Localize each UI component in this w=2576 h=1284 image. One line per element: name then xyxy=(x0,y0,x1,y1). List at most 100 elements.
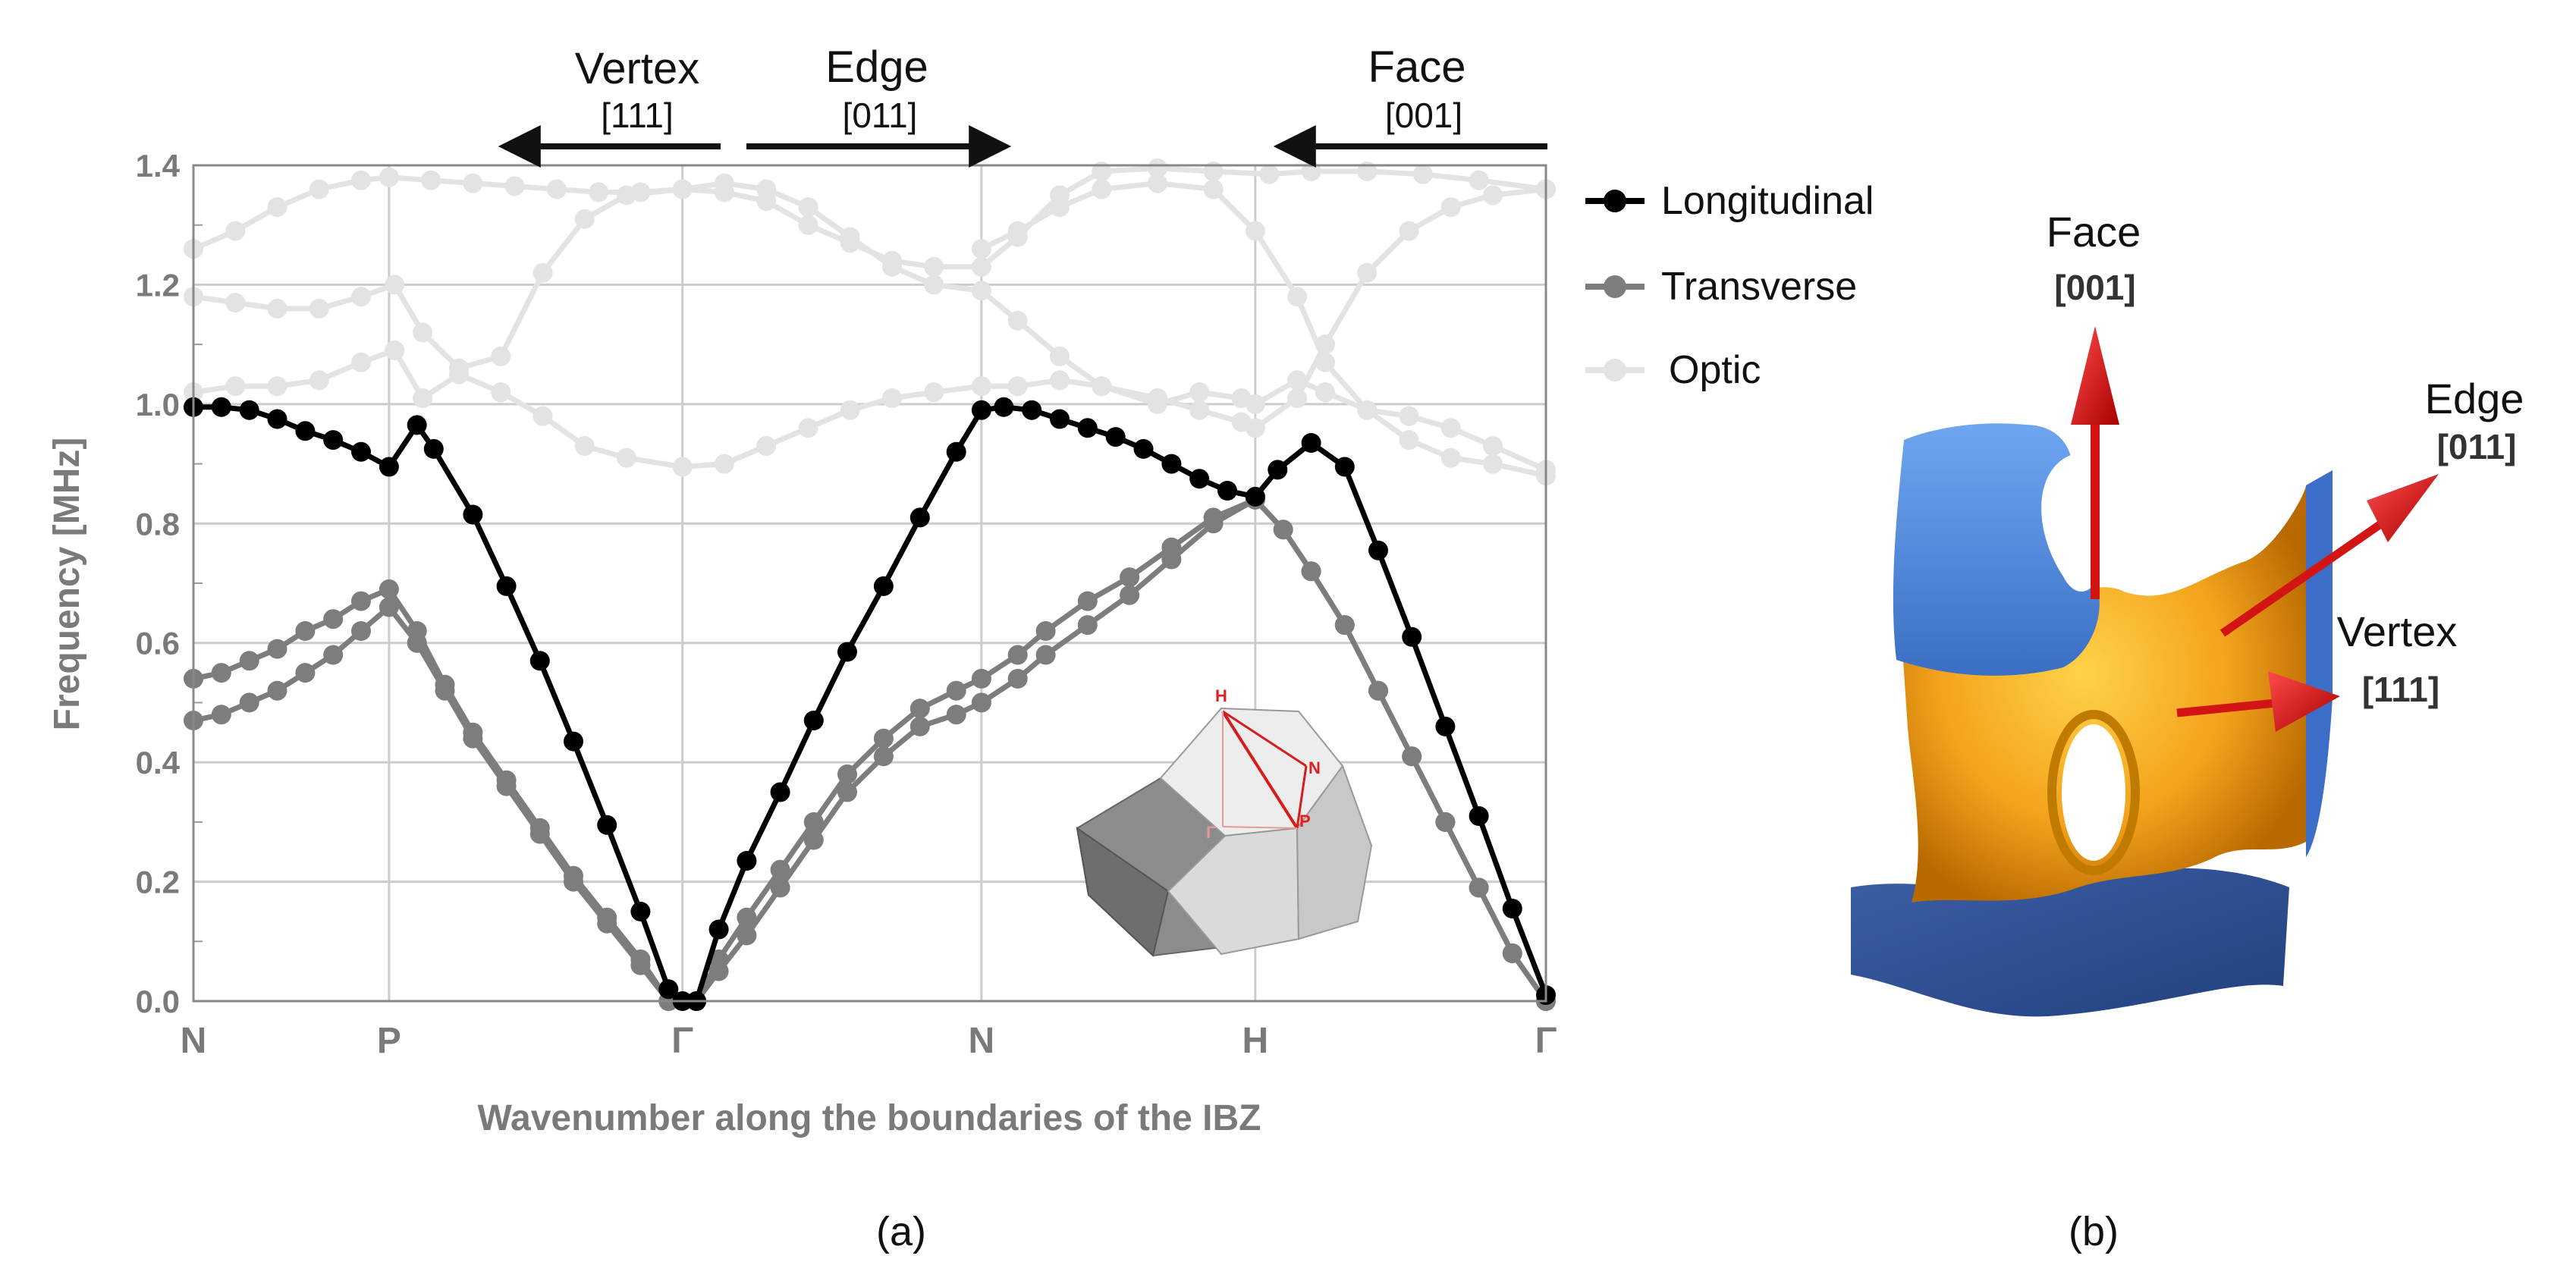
data-point-optic xyxy=(1245,221,1265,241)
data-point-optic xyxy=(413,388,433,408)
b-face-miller: [001] xyxy=(2054,268,2135,307)
data-point-optic xyxy=(1469,170,1489,190)
brillouin-zone-inset: H N P Γ xyxy=(1076,686,1373,957)
legend-label-transverse: Transverse xyxy=(1661,265,1857,309)
data-point-optic xyxy=(714,173,734,193)
data-point-optic xyxy=(714,454,734,474)
x-axis-title: Wavenumber along the boundaries of the I… xyxy=(478,1098,1261,1138)
series-longitudinal xyxy=(184,397,1556,1011)
data-point-longitudinal xyxy=(423,438,444,459)
data-point-transverse xyxy=(737,925,757,946)
data-point-transverse xyxy=(1203,507,1224,528)
data-point-optic xyxy=(840,227,860,247)
data-point-optic xyxy=(1357,262,1378,283)
plot-frame xyxy=(192,164,1547,1003)
data-point-optic xyxy=(1092,376,1112,397)
panel-label-a: (a) xyxy=(876,1209,926,1254)
unit-cell-illustration: Face [001] Edge [011] Vertex [111] (b) xyxy=(1851,208,2524,1254)
cell-top-hole xyxy=(2041,455,2103,592)
data-point-transverse xyxy=(803,812,824,832)
data-point-optic xyxy=(1007,310,1028,331)
data-point-optic xyxy=(1189,400,1210,420)
vertex-arrow xyxy=(2176,671,2340,732)
legend-marker-optic xyxy=(1604,359,1626,381)
data-point-longitudinal xyxy=(1050,409,1070,429)
data-point-transverse xyxy=(1469,877,1489,898)
data-point-longitudinal xyxy=(597,815,617,835)
data-point-longitudinal xyxy=(946,441,966,462)
direction-face-label: Face xyxy=(1368,42,1466,92)
edge-arrow-head xyxy=(2367,474,2439,542)
data-point-optic xyxy=(798,215,818,235)
data-point-optic xyxy=(1399,221,1419,241)
data-point-transverse xyxy=(630,949,651,969)
data-point-longitudinal xyxy=(1502,899,1522,918)
data-point-optic xyxy=(309,298,329,319)
data-point-optic xyxy=(1412,164,1433,184)
data-point-optic xyxy=(267,298,287,319)
data-point-transverse xyxy=(1007,645,1028,665)
data-point-transverse xyxy=(564,865,583,886)
b-vertex-miller: [111] xyxy=(2362,670,2439,709)
legend-item-optic: Optic xyxy=(1585,348,1761,392)
legend-marker-transverse xyxy=(1604,275,1626,298)
data-point-optic xyxy=(1050,197,1070,218)
data-point-transverse xyxy=(971,668,991,689)
axes xyxy=(192,164,1547,1003)
b-face-label: Face xyxy=(2047,208,2141,256)
data-point-longitudinal xyxy=(1189,469,1210,489)
direction-vertex: Vertex [111] xyxy=(498,44,721,168)
data-point-optic xyxy=(971,281,991,301)
cell-hole-shadow xyxy=(2047,710,2140,875)
data-point-optic xyxy=(1287,287,1308,307)
data-point-transverse xyxy=(770,877,790,898)
data-point-longitudinal xyxy=(1077,418,1098,438)
data-point-optic xyxy=(589,182,609,202)
data-point-optic xyxy=(351,352,371,372)
data-point-optic xyxy=(546,179,567,199)
direction-vertex-label: Vertex xyxy=(575,44,699,93)
data-point-transverse xyxy=(1334,615,1355,636)
data-point-longitudinal xyxy=(658,979,679,1000)
data-point-transverse xyxy=(909,699,930,719)
data-point-transverse xyxy=(1035,645,1056,665)
bz-path-np xyxy=(1296,765,1308,829)
data-point-optic xyxy=(1050,346,1070,366)
data-point-optic xyxy=(1287,388,1308,408)
y-tick-labels: 0.0 0.2 0.4 0.6 0.8 1.0 1.2 1.4 xyxy=(136,148,181,1019)
data-point-longitudinal xyxy=(496,576,517,596)
bz-path-gh xyxy=(1221,710,1299,830)
data-point-longitudinal xyxy=(379,457,399,477)
data-point-transverse xyxy=(1368,680,1388,701)
data-point-transverse xyxy=(873,728,894,749)
data-point-optic xyxy=(1399,430,1419,450)
face-arrow-head xyxy=(2071,326,2119,425)
data-point-longitudinal xyxy=(1022,400,1042,420)
y-tick-label: 0.6 xyxy=(136,626,180,661)
data-point-optic xyxy=(309,179,329,199)
data-point-optic xyxy=(1315,382,1335,403)
data-point-longitudinal xyxy=(1469,806,1489,826)
direction-edge: Edge [011] xyxy=(746,42,1012,168)
bz-path-hn xyxy=(1222,710,1307,768)
data-point-longitudinal xyxy=(873,576,894,596)
data-point-longitudinal xyxy=(239,400,259,420)
direction-face-miller: [001] xyxy=(1385,96,1462,135)
series-line-optic xyxy=(193,181,1547,472)
data-point-longitudinal xyxy=(351,441,371,462)
data-point-longitudinal xyxy=(994,397,1014,417)
data-point-optic xyxy=(1259,164,1280,184)
legend-label-optic: Optic xyxy=(1669,348,1761,392)
bz-label-h: H xyxy=(1215,686,1227,705)
data-point-optic xyxy=(798,418,818,438)
data-point-optic xyxy=(379,167,399,187)
vertex-arrow-head xyxy=(2268,671,2340,732)
data-point-longitudinal xyxy=(211,397,231,417)
data-point-longitudinal xyxy=(971,400,991,420)
data-point-optic xyxy=(463,173,483,193)
series-optic xyxy=(971,173,1556,486)
data-point-optic xyxy=(1092,179,1112,199)
data-point-optic xyxy=(1147,388,1167,408)
data-point-transverse xyxy=(803,830,824,850)
